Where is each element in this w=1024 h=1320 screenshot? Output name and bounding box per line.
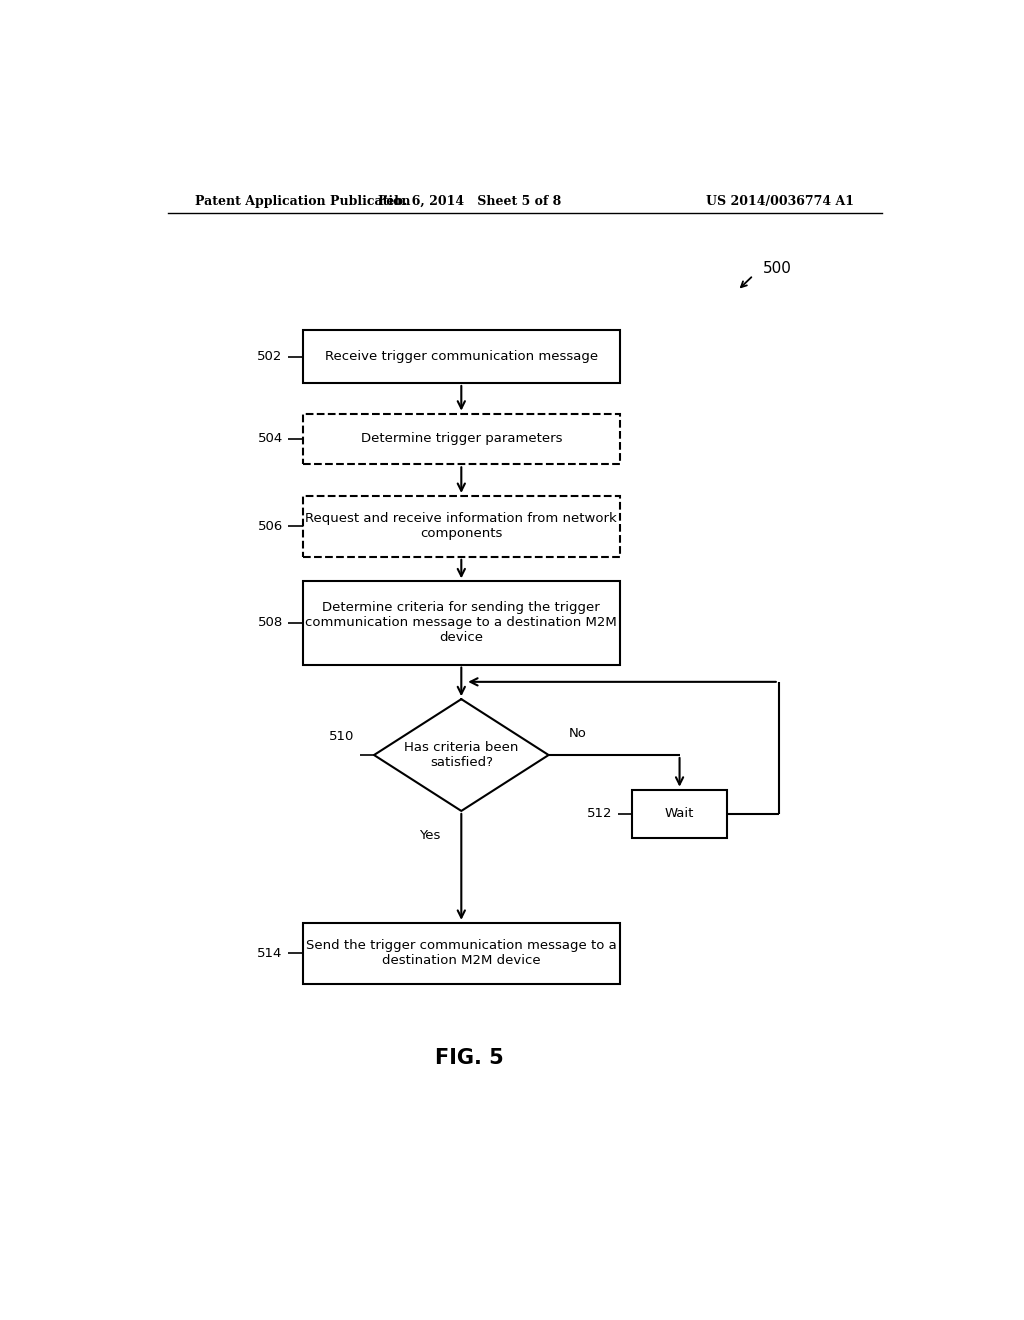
Bar [303,496,621,557]
Text: 500: 500 [763,260,792,276]
Text: Feb. 6, 2014   Sheet 5 of 8: Feb. 6, 2014 Sheet 5 of 8 [378,194,561,207]
Text: 512: 512 [587,808,612,821]
Bar [303,330,621,383]
Text: No: No [568,727,587,739]
Bar [303,413,621,465]
Text: Request and receive information from network
components: Request and receive information from net… [305,512,617,540]
Text: 506: 506 [257,520,283,533]
Text: Receive trigger communication message: Receive trigger communication message [325,350,598,363]
Text: Wait: Wait [665,808,694,821]
Text: 504: 504 [257,433,283,445]
Text: FIG. 5: FIG. 5 [435,1048,504,1068]
Text: Patent Application Publication: Patent Application Publication [196,194,411,207]
Text: 502: 502 [257,350,283,363]
Text: Determine trigger parameters: Determine trigger parameters [360,433,562,445]
Text: 514: 514 [257,946,283,960]
Text: Yes: Yes [419,829,440,842]
Bar [303,581,621,664]
Text: 508: 508 [257,616,283,630]
Text: Has criteria been
satisfied?: Has criteria been satisfied? [404,741,518,770]
Text: Send the trigger communication message to a
destination M2M device: Send the trigger communication message t… [306,940,616,968]
Bar [303,923,621,983]
Text: 510: 510 [329,730,354,743]
Bar [632,789,727,838]
Text: Determine criteria for sending the trigger
communication message to a destinatio: Determine criteria for sending the trigg… [305,602,617,644]
Text: US 2014/0036774 A1: US 2014/0036774 A1 [707,194,854,207]
